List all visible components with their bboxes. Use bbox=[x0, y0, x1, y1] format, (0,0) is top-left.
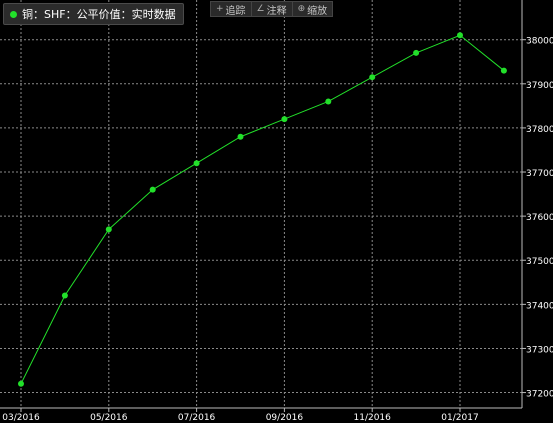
y-tick-label: 37700 bbox=[526, 169, 553, 179]
legend-label: 铜：SHF：公平价值：实时数据 bbox=[22, 8, 176, 21]
data-point bbox=[413, 49, 420, 56]
data-point bbox=[500, 67, 507, 74]
x-tick-label: 01/2017 bbox=[441, 413, 478, 423]
zoom-icon: ⊕ bbox=[297, 4, 306, 14]
x-tick-label: 09/2016 bbox=[266, 413, 304, 423]
trace-button[interactable]: + 追踪 bbox=[211, 2, 251, 17]
tick-labels: 37200 37300 37400 37500 37600 37700 37800 37900… bbox=[2, 37, 553, 423]
data-point bbox=[457, 32, 463, 39]
x-tick-label: 05/2016 bbox=[90, 413, 128, 423]
data-point bbox=[61, 292, 68, 299]
y-tick-label: 37800 bbox=[526, 125, 553, 135]
y-tick-label: 37400 bbox=[526, 301, 553, 311]
legend-marker-icon bbox=[10, 10, 17, 18]
y-tick-label: 38000 bbox=[526, 37, 553, 47]
data-point bbox=[149, 186, 156, 193]
axes bbox=[0, 0, 526, 412]
x-tick-label: 07/2016 bbox=[178, 413, 216, 423]
series-layer bbox=[18, 32, 507, 387]
y-tick-label: 37300 bbox=[526, 345, 553, 355]
zoom-label: 缩放 bbox=[307, 5, 328, 17]
y-tick-label: 37900 bbox=[526, 81, 553, 91]
zoom-button[interactable]: ⊕ 缩放 bbox=[291, 2, 333, 17]
data-point bbox=[18, 380, 24, 387]
series-line bbox=[20, 34, 505, 384]
data-point bbox=[369, 74, 376, 81]
data-point bbox=[325, 98, 332, 105]
pencil-icon: ∠ bbox=[256, 4, 265, 14]
y-tick-label: 37200 bbox=[526, 390, 553, 400]
x-tick-label: 11/2016 bbox=[354, 413, 392, 423]
data-point bbox=[105, 226, 112, 233]
data-point bbox=[193, 160, 200, 167]
x-tick-label: 03/2016 bbox=[2, 413, 40, 423]
y-tick-label: 37600 bbox=[526, 213, 553, 223]
chart-toolbar: + 追踪 ∠ 注释 ⊕ 缩放 bbox=[210, 1, 334, 17]
data-point bbox=[237, 133, 244, 140]
annotate-label: 注释 bbox=[266, 5, 287, 17]
annotate-button[interactable]: ∠ 注释 bbox=[250, 2, 292, 17]
legend: 铜：SHF：公平价值：实时数据 bbox=[3, 3, 184, 25]
y-tick-label: 37500 bbox=[526, 257, 553, 267]
data-point bbox=[281, 116, 288, 123]
crosshair-icon: + bbox=[216, 4, 224, 14]
grid-lines bbox=[0, 0, 522, 408]
trace-label: 追踪 bbox=[225, 5, 246, 17]
